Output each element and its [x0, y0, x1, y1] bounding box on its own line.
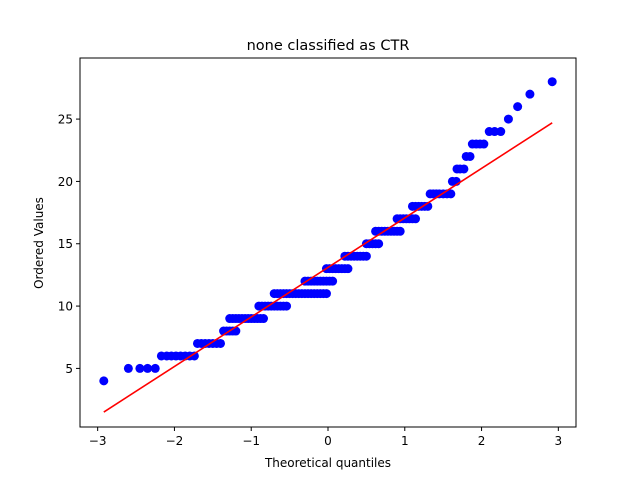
y-axis-label: Ordered Values — [32, 197, 46, 289]
y-tick-label: 25 — [58, 113, 73, 127]
x-tick-label: 3 — [555, 434, 563, 448]
data-point — [259, 314, 268, 324]
y-tick-label: 5 — [65, 362, 73, 376]
data-point — [216, 338, 226, 348]
data-point — [282, 301, 292, 311]
data-point — [343, 264, 353, 274]
y-tick-label: 10 — [58, 300, 73, 314]
x-tick-label: 0 — [324, 434, 332, 448]
axes-layer: −3 −2 −1 0 1 2 3 5 10 15 20 25 — [58, 57, 577, 448]
data-point — [459, 164, 469, 174]
data-layer — [99, 77, 557, 413]
data-point — [503, 114, 513, 124]
x-tick-label: −1 — [242, 434, 260, 448]
data-point — [395, 226, 405, 236]
data-point — [150, 363, 160, 373]
data-point — [513, 102, 523, 112]
x-axis-label: Theoretical quantiles — [264, 456, 391, 470]
x-tick-label: −3 — [89, 434, 107, 448]
data-point — [328, 276, 338, 286]
data-point — [374, 239, 384, 249]
data-point — [446, 189, 456, 199]
data-point — [189, 351, 199, 361]
data-point — [361, 251, 371, 261]
x-tick-label: 1 — [401, 434, 409, 448]
data-point — [135, 363, 145, 373]
data-point — [479, 139, 489, 149]
data-point — [123, 363, 133, 373]
data-point — [525, 89, 535, 99]
data-point — [496, 127, 506, 137]
fit-line — [103, 122, 553, 413]
chart-title: none classified as CTR — [247, 38, 410, 54]
data-point — [321, 289, 331, 299]
data-point — [490, 127, 500, 137]
data-point — [465, 151, 475, 161]
data-point — [143, 363, 153, 373]
data-point — [411, 214, 421, 224]
x-tick-label: 2 — [478, 434, 486, 448]
y-tick-label: 15 — [58, 237, 73, 251]
y-tick-label: 20 — [58, 175, 73, 189]
x-tick-label: −2 — [166, 434, 184, 448]
data-point — [231, 326, 241, 336]
data-point — [99, 376, 109, 386]
data-point — [547, 77, 557, 87]
